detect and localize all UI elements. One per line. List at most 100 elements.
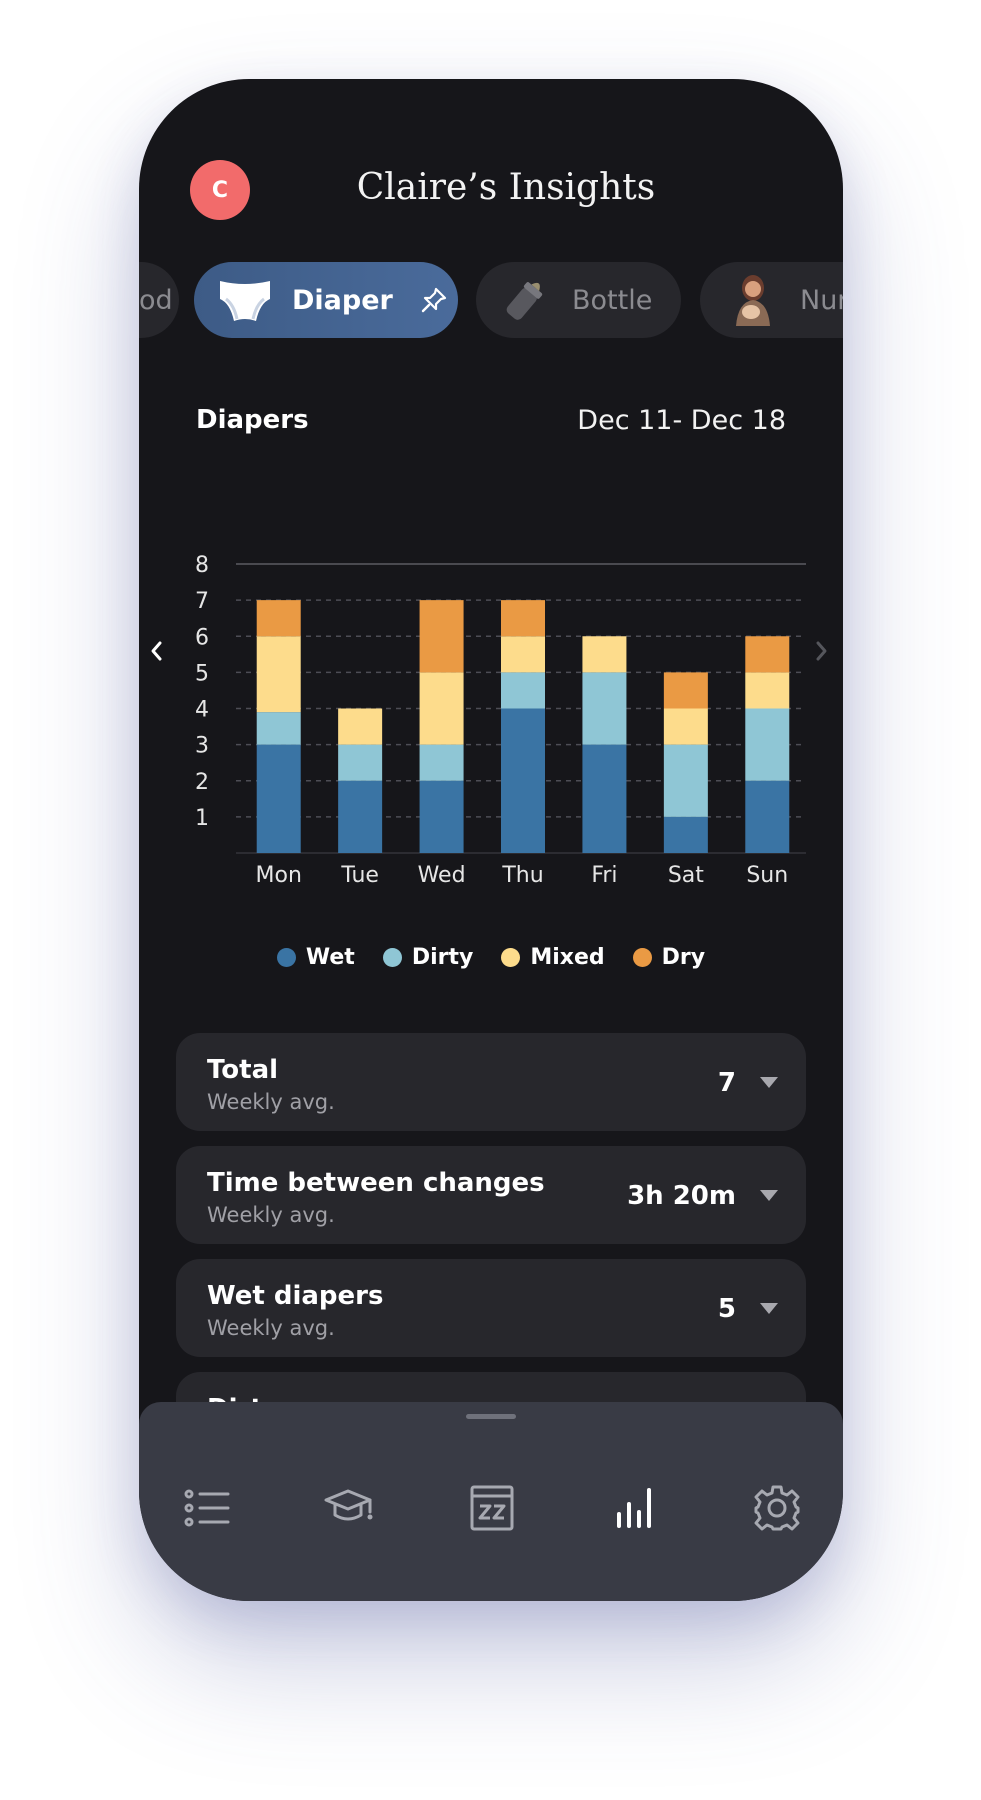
stat-subtitle: Weekly avg.	[207, 1316, 335, 1340]
y-tick-label: 7	[195, 589, 209, 614]
caret-down-icon	[760, 1303, 778, 1314]
stat-card-wet[interactable]: Wet diapers Weekly avg. 5	[176, 1259, 806, 1357]
bottom-nav	[139, 1402, 843, 1601]
bar-segment-wet[interactable]	[582, 744, 627, 853]
bar-segment-mixed[interactable]	[582, 636, 627, 673]
legend-item: Dry	[632, 945, 706, 970]
bar-segment-dry[interactable]	[663, 672, 708, 709]
settings-icon	[754, 1485, 800, 1531]
stat-title: Time between changes	[207, 1168, 545, 1198]
bar-segment-dirty[interactable]	[256, 712, 301, 745]
legend-dot	[632, 948, 652, 967]
sleep-icon	[470, 1485, 514, 1531]
y-tick-label: 6	[195, 625, 209, 650]
bar-segment-mixed[interactable]	[256, 636, 301, 713]
stat-subtitle: Weekly avg.	[207, 1203, 335, 1227]
legend-label: Mixed	[530, 945, 605, 970]
chevron-right-icon	[816, 641, 827, 661]
bar-segment-mixed[interactable]	[419, 672, 464, 745]
bar-segment-mixed[interactable]	[663, 708, 708, 745]
bar-segment-mixed[interactable]	[501, 636, 545, 673]
x-tick-label: Sat	[668, 863, 704, 888]
bar-segment-wet[interactable]	[256, 744, 301, 853]
stat-card-total[interactable]: Total Weekly avg. 7	[176, 1033, 806, 1131]
caret-down-icon	[760, 1190, 778, 1201]
diaper-icon	[218, 276, 272, 324]
legend-label: Dry	[661, 945, 706, 970]
stat-subtitle: Weekly avg.	[207, 1090, 335, 1114]
bottle-icon	[502, 275, 548, 325]
diapers-chart: 1 2 3 4 5 6 7 8 Mon Tue Wed Thu Fri Sat Sun	[195, 553, 806, 888]
bar-segment-dirty[interactable]	[745, 708, 790, 781]
avatar-initial: C	[211, 177, 229, 203]
bar-segment-wet[interactable]	[501, 708, 545, 854]
legend-dot	[276, 948, 296, 967]
chart-title: Diapers	[196, 405, 309, 435]
stat-value: 7	[717, 1068, 736, 1098]
stat-card-time-between[interactable]: Time between changes Weekly avg. 3h 20m	[176, 1146, 806, 1244]
tab-bottle-label: Bottle	[572, 284, 653, 316]
nav-settings[interactable]	[749, 1480, 805, 1536]
tab-bottle[interactable]: Bottle	[476, 262, 681, 338]
bar-segment-dry[interactable]	[745, 636, 790, 673]
tab-food-label: od	[139, 284, 173, 316]
insights-icon	[617, 1488, 651, 1528]
bar-segment-wet[interactable]	[745, 780, 790, 853]
legend-item: Wet	[276, 945, 355, 970]
profile-avatar[interactable]: C	[190, 160, 250, 220]
phone-screen: C Claire’s Insights od Diaper	[139, 79, 843, 1601]
tab-nursing[interactable]: Nur	[700, 262, 843, 338]
chart-legend: Wet Dirty Mixed Dry	[139, 945, 843, 970]
x-tick-label: Mon	[256, 863, 302, 888]
tab-food[interactable]: od	[139, 262, 179, 338]
legend-item: Mixed	[501, 945, 605, 970]
bar-segment-dry[interactable]	[419, 600, 464, 673]
bar-segment-mixed[interactable]	[745, 672, 790, 709]
drag-handle[interactable]	[466, 1414, 516, 1419]
bar-segment-dirty[interactable]	[663, 744, 708, 817]
category-tabs: od Diaper	[139, 262, 843, 338]
bar-segment-dry[interactable]	[501, 600, 545, 637]
x-tick-label: Fri	[591, 863, 617, 888]
tab-diaper[interactable]: Diaper	[194, 262, 458, 338]
y-tick-label: 8	[195, 553, 209, 578]
legend-label: Wet	[305, 945, 355, 970]
nav-learn[interactable]	[322, 1480, 378, 1536]
bar-segment-wet[interactable]	[338, 780, 383, 853]
bar-segment-dirty[interactable]	[582, 672, 627, 745]
legend-item: Dirty	[382, 945, 473, 970]
x-tick-label: Thu	[501, 863, 543, 888]
page-title: Claire’s Insights	[356, 167, 656, 208]
x-tick-label: Wed	[418, 863, 466, 888]
nav-list[interactable]	[180, 1480, 236, 1536]
stat-value: 3h 20m	[627, 1181, 736, 1211]
y-tick-label: 5	[195, 661, 209, 686]
next-week-button[interactable]	[811, 637, 835, 667]
tab-nursing-label: Nur	[800, 284, 843, 316]
stat-value: 5	[717, 1294, 736, 1324]
bar-segment-mixed[interactable]	[338, 708, 383, 745]
bar-segment-wet[interactable]	[419, 780, 464, 853]
bar-segment-dirty[interactable]	[501, 672, 545, 709]
nav-insights[interactable]	[606, 1480, 662, 1536]
tab-diaper-label: Diaper	[292, 284, 393, 316]
bar-segment-wet[interactable]	[663, 816, 708, 853]
caret-down-icon	[760, 1077, 778, 1088]
legend-dot	[501, 948, 521, 967]
y-tick-label: 4	[195, 698, 209, 723]
prev-week-button[interactable]	[147, 637, 171, 667]
bar-segment-dirty[interactable]	[338, 744, 383, 781]
y-tick-label: 1	[195, 806, 209, 831]
date-range[interactable]: Dec 11- Dec 18	[577, 405, 786, 436]
pin-icon[interactable]	[419, 285, 449, 315]
bar-segment-dirty[interactable]	[419, 744, 464, 781]
stat-title: Wet diapers	[207, 1281, 384, 1311]
nursing-icon	[730, 272, 776, 328]
stat-title: Total	[207, 1055, 279, 1085]
y-tick-label: 3	[195, 734, 209, 759]
chart-header: Diapers Dec 11- Dec 18	[196, 405, 786, 445]
bar-segment-dry[interactable]	[256, 600, 301, 637]
legend-dot	[382, 948, 402, 967]
nav-sleep[interactable]	[464, 1480, 520, 1536]
x-tick-label: Sun	[746, 863, 788, 888]
